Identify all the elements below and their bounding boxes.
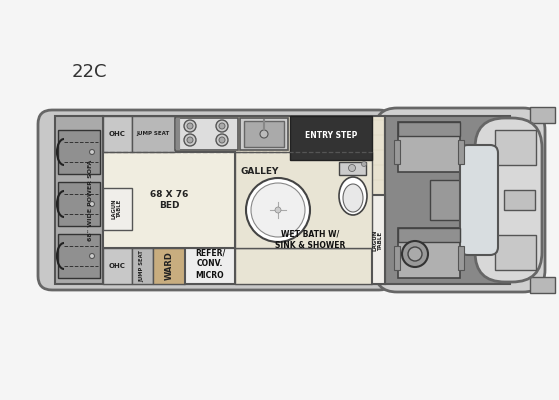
- Bar: [235, 152, 372, 248]
- Bar: [385, 116, 510, 284]
- Bar: [175, 118, 238, 150]
- Bar: [240, 118, 288, 150]
- Text: WET BATH W/
SINK & SHOWER: WET BATH W/ SINK & SHOWER: [275, 230, 345, 250]
- Ellipse shape: [339, 177, 367, 215]
- Text: WARD: WARD: [164, 252, 173, 280]
- Bar: [530, 107, 555, 123]
- Bar: [185, 248, 235, 284]
- Text: JUMP SEAT: JUMP SEAT: [136, 132, 169, 136]
- Circle shape: [89, 254, 94, 258]
- Circle shape: [408, 247, 422, 261]
- Bar: [495, 130, 536, 165]
- Circle shape: [246, 178, 310, 242]
- Circle shape: [216, 134, 228, 146]
- Circle shape: [251, 183, 305, 237]
- Circle shape: [275, 207, 281, 213]
- Bar: [394, 140, 400, 164]
- Text: GALLEY: GALLEY: [241, 166, 279, 176]
- Circle shape: [184, 134, 196, 146]
- Bar: [372, 195, 385, 284]
- Circle shape: [89, 150, 94, 154]
- Bar: [339, 162, 366, 175]
- Bar: [58, 182, 100, 226]
- Bar: [504, 190, 535, 210]
- FancyBboxPatch shape: [38, 110, 393, 290]
- Text: LAGUN
TABLE: LAGUN TABLE: [373, 229, 383, 251]
- Bar: [235, 248, 372, 284]
- Bar: [458, 246, 464, 270]
- Bar: [55, 116, 103, 284]
- Bar: [398, 228, 460, 242]
- Bar: [398, 228, 460, 278]
- Circle shape: [187, 123, 193, 129]
- Bar: [398, 122, 460, 172]
- Bar: [103, 152, 235, 248]
- Text: OHC: OHC: [108, 263, 125, 269]
- Bar: [458, 140, 464, 164]
- Bar: [132, 248, 153, 284]
- Bar: [132, 116, 175, 152]
- Bar: [244, 121, 284, 147]
- Text: 68 X 76
BED: 68 X 76 BED: [150, 190, 188, 210]
- FancyBboxPatch shape: [460, 145, 498, 255]
- Text: LAGUN
TABLE: LAGUN TABLE: [112, 199, 122, 219]
- Circle shape: [402, 241, 428, 267]
- Bar: [153, 248, 185, 284]
- Circle shape: [260, 130, 268, 138]
- Bar: [394, 246, 400, 270]
- Text: OHC: OHC: [108, 131, 125, 137]
- Bar: [103, 188, 132, 230]
- Circle shape: [89, 202, 94, 206]
- Ellipse shape: [343, 184, 363, 212]
- Circle shape: [362, 162, 367, 166]
- Circle shape: [216, 120, 228, 132]
- Bar: [58, 130, 100, 174]
- Bar: [398, 122, 460, 136]
- Bar: [530, 277, 555, 293]
- Text: ENTRY STEP: ENTRY STEP: [305, 132, 357, 140]
- Circle shape: [219, 123, 225, 129]
- FancyBboxPatch shape: [375, 108, 545, 292]
- Bar: [103, 248, 132, 284]
- Text: 22C: 22C: [72, 63, 107, 81]
- Circle shape: [219, 137, 225, 143]
- Bar: [495, 235, 536, 270]
- Bar: [103, 116, 132, 152]
- Text: JUMP SEAT: JUMP SEAT: [140, 250, 144, 282]
- Bar: [103, 116, 385, 284]
- Text: REFER/
CONV.
MICRO: REFER/ CONV. MICRO: [195, 248, 225, 280]
- Circle shape: [184, 120, 196, 132]
- Circle shape: [348, 164, 356, 172]
- Text: 68" WIDE POWER SOFA: 68" WIDE POWER SOFA: [88, 159, 92, 241]
- Circle shape: [187, 137, 193, 143]
- Bar: [430, 180, 465, 220]
- FancyBboxPatch shape: [475, 118, 542, 282]
- Bar: [290, 116, 372, 160]
- Bar: [58, 234, 100, 278]
